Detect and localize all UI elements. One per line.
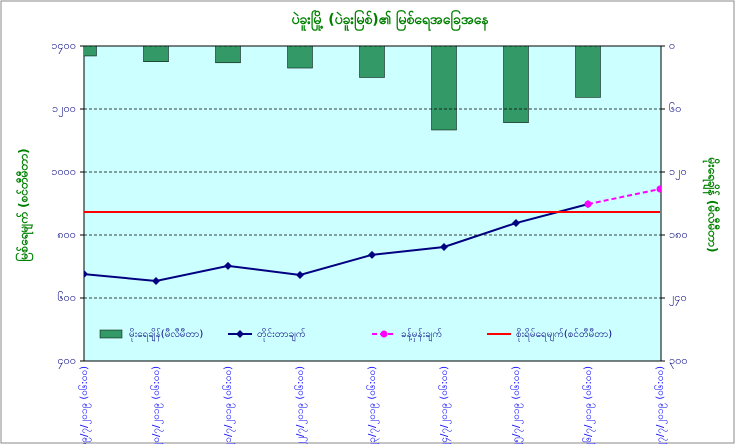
line xyxy=(84,203,589,283)
marker xyxy=(152,276,160,285)
legend-label: စိုးရိမ်ရေမျက်(စင်တီမီတာ) xyxy=(516,327,612,342)
legend-label: တိုင်းတာချက် xyxy=(257,327,306,342)
marker xyxy=(440,242,448,251)
marker xyxy=(368,250,376,259)
x-tick-label: ၂၇/၇/၂၀၁၉ (၀၆:၀၀) xyxy=(653,366,668,444)
y-tick-label: ၁၀၀၀ xyxy=(51,165,76,178)
y-tick-label: ၈၀၀ xyxy=(57,228,76,241)
y2-axis-title: မိုးရေချိန် (မီလီမီတာ) xyxy=(702,157,722,253)
x-tick-label: ၂၂/၇/၂၀၁၉ (၀၆:၀၀) xyxy=(293,366,308,444)
legend-label: ခန့်မှန်းချက် xyxy=(401,327,442,342)
marker xyxy=(296,271,304,280)
y-tick-label: ၄၀၀ xyxy=(57,354,76,369)
y2-tick-label: ၁၂၀ xyxy=(669,165,687,180)
x-tick-label: ၁၉/၇/၂၀၁၉ (၀၆:၀၀) xyxy=(77,366,92,444)
y2-tick-label: ၆၀ xyxy=(669,102,681,115)
marker xyxy=(84,270,88,279)
rain-bar xyxy=(503,46,529,123)
marker xyxy=(512,219,520,228)
chart-title: ပဲခူးမြို့ (ပဲခူးမြစ်)၏ မြစ်ရေအခြေအနေ xyxy=(291,10,489,31)
rain-bar xyxy=(575,46,601,98)
x-tick-label: ၂၃/၇/၂၀၁၉ (၀၆:၀၀) xyxy=(365,366,380,444)
y2-tick-label: ၁၈၀ xyxy=(669,228,688,241)
rain-bar xyxy=(359,46,385,78)
y-axis-title: မြစ်ရေမျက် (စင်တီမီတာ) xyxy=(14,148,35,261)
line xyxy=(587,188,661,206)
x-tick-label: ၂၆/၇/၂၀၁၉ (၀၆:၀၀) xyxy=(581,366,596,444)
y-tick-label: ၁၂၀၀ xyxy=(52,102,76,117)
x-tick-label: ၂၅/၇/၂၀၁၉ (၀၆:၀၀) xyxy=(509,366,524,444)
legend-label: မိုးရေချိန်(မီလီမီတာ) xyxy=(129,327,203,342)
x-tick-label: ၂၁/၇/၂၀၁၉ (၀၆:၀၀) xyxy=(221,366,236,444)
legend-swatch xyxy=(99,329,123,339)
plot xyxy=(84,46,661,285)
y-tick-label: ၆၀၀ xyxy=(57,291,76,304)
marker xyxy=(656,185,661,193)
rain-bar xyxy=(215,46,241,64)
legend-marker xyxy=(380,330,388,338)
x-tick-label: ၂၀/၇/၂၀၁၉ (၀၆:၀၀) xyxy=(149,366,164,444)
marker xyxy=(224,261,232,270)
rain-bar xyxy=(84,46,97,57)
rain-bar xyxy=(431,46,457,131)
legend-marker xyxy=(236,330,244,338)
y-tick-label: ၁၄၀၀ xyxy=(51,39,76,54)
x-tick-label: ၂၄/၇/၂၀၁၉ (၀၆:၀၀) xyxy=(437,366,452,444)
rain-bar xyxy=(287,46,313,69)
y2-tick-label: ၂၄၀ xyxy=(669,291,687,306)
y2-tick-label: ၃၀၀ xyxy=(669,354,688,369)
plot-area xyxy=(83,45,662,362)
marker xyxy=(584,200,592,208)
y2-tick-label: ၀ xyxy=(669,39,675,52)
rain-bar xyxy=(143,46,169,62)
